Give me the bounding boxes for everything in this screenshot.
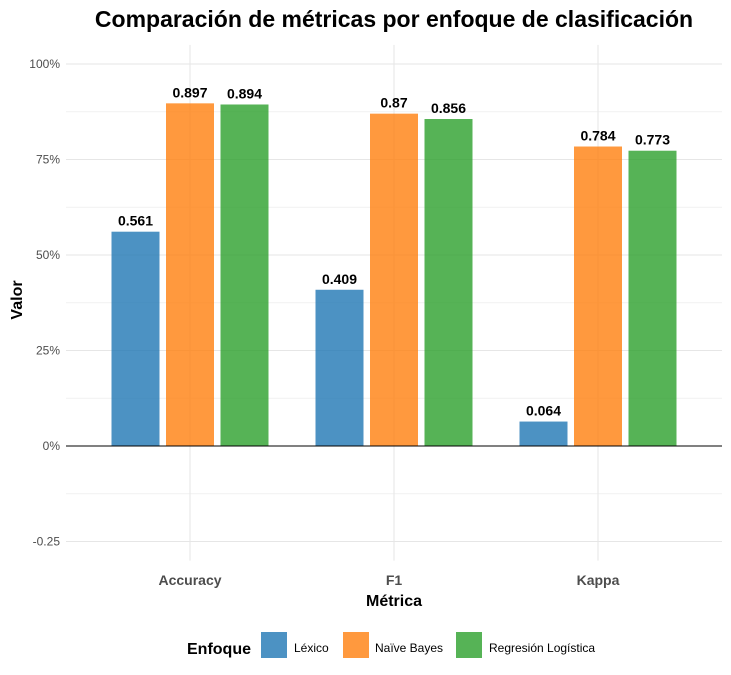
y-tick-label: 25% bbox=[36, 344, 60, 358]
x-axis-title: Métrica bbox=[366, 593, 422, 610]
bars bbox=[111, 103, 677, 447]
data-label: 0.064 bbox=[526, 403, 561, 419]
y-tick-label: -0.25 bbox=[33, 535, 61, 549]
data-label: 0.409 bbox=[322, 271, 357, 287]
legend-label: Regresión Logística bbox=[489, 641, 595, 655]
legend: Enfoque Léxico Naïve Bayes Regresión Logís… bbox=[187, 632, 595, 658]
bar-na-ve-bayes-f1 bbox=[370, 113, 418, 446]
data-label: 0.894 bbox=[227, 85, 262, 101]
y-tick-label: 75% bbox=[36, 153, 60, 167]
bar-regresi-n-log-stica-accuracy bbox=[220, 104, 269, 446]
data-label: 0.784 bbox=[580, 128, 615, 144]
chart-title: Comparación de métricas por enfoque de c… bbox=[95, 6, 693, 32]
bar-regresi-n-log-stica-kappa bbox=[628, 150, 677, 447]
bar-l-xico-kappa bbox=[519, 421, 568, 446]
x-tick-label: Accuracy bbox=[158, 572, 221, 588]
data-labels: 0.561 0.409 0.064 0.897 0.87 0.784 0.894 0.856 0… bbox=[118, 84, 670, 418]
data-label: 0.773 bbox=[635, 132, 670, 148]
legend-key-na-ve-bayes bbox=[343, 632, 369, 658]
axes: -0.25 0% 25% 50% 75% 100% Accuracy F1 Kappa bbox=[29, 57, 722, 588]
y-tick-label: 50% bbox=[36, 248, 60, 262]
y-tick-label: 100% bbox=[29, 57, 60, 71]
data-label: 0.897 bbox=[172, 84, 207, 100]
y-tick-label: 0% bbox=[43, 439, 61, 453]
legend-label: Léxico bbox=[294, 641, 329, 655]
bar-na-ve-bayes-accuracy bbox=[166, 103, 214, 446]
legend-title: Enfoque bbox=[187, 641, 251, 658]
x-tick-label: Kappa bbox=[577, 572, 620, 588]
legend-label: Naïve Bayes bbox=[375, 641, 443, 655]
y-axis-title: Valor bbox=[9, 280, 26, 319]
bar-na-ve-bayes-kappa bbox=[574, 146, 622, 446]
legend-key-regresi-n-log-stica bbox=[456, 632, 482, 658]
data-label: 0.561 bbox=[118, 213, 153, 229]
x-tick-label: F1 bbox=[386, 572, 403, 588]
legend-key-l-xico bbox=[261, 632, 287, 658]
bar-l-xico-f1 bbox=[315, 289, 364, 446]
data-label: 0.856 bbox=[431, 100, 466, 116]
data-label: 0.87 bbox=[380, 95, 407, 111]
bar-regresi-n-log-stica-f1 bbox=[424, 119, 473, 447]
bar-l-xico-accuracy bbox=[111, 231, 160, 446]
